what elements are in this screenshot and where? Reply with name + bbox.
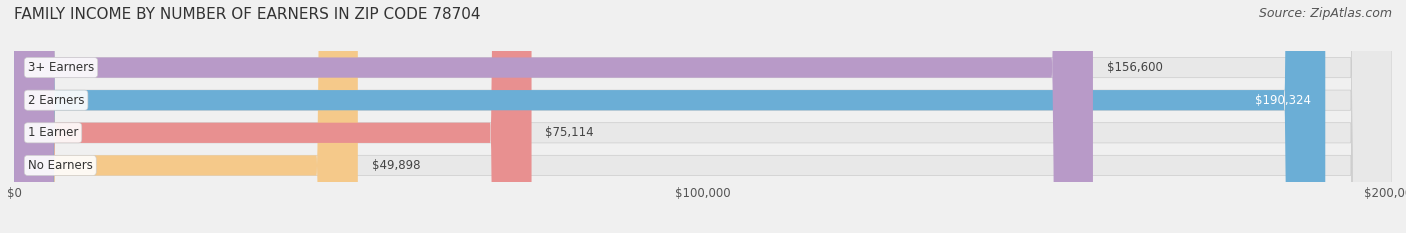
- Text: No Earners: No Earners: [28, 159, 93, 172]
- Text: 1 Earner: 1 Earner: [28, 126, 79, 139]
- Text: $190,324: $190,324: [1256, 94, 1312, 107]
- FancyBboxPatch shape: [14, 0, 1392, 233]
- Text: Source: ZipAtlas.com: Source: ZipAtlas.com: [1258, 7, 1392, 20]
- FancyBboxPatch shape: [14, 0, 1326, 233]
- Text: $75,114: $75,114: [546, 126, 593, 139]
- Text: 2 Earners: 2 Earners: [28, 94, 84, 107]
- FancyBboxPatch shape: [14, 0, 1092, 233]
- FancyBboxPatch shape: [14, 0, 359, 233]
- FancyBboxPatch shape: [14, 0, 1392, 233]
- Text: $49,898: $49,898: [371, 159, 420, 172]
- Text: $156,600: $156,600: [1107, 61, 1163, 74]
- Text: 3+ Earners: 3+ Earners: [28, 61, 94, 74]
- Text: FAMILY INCOME BY NUMBER OF EARNERS IN ZIP CODE 78704: FAMILY INCOME BY NUMBER OF EARNERS IN ZI…: [14, 7, 481, 22]
- FancyBboxPatch shape: [14, 0, 531, 233]
- FancyBboxPatch shape: [14, 0, 1392, 233]
- FancyBboxPatch shape: [14, 0, 1392, 233]
